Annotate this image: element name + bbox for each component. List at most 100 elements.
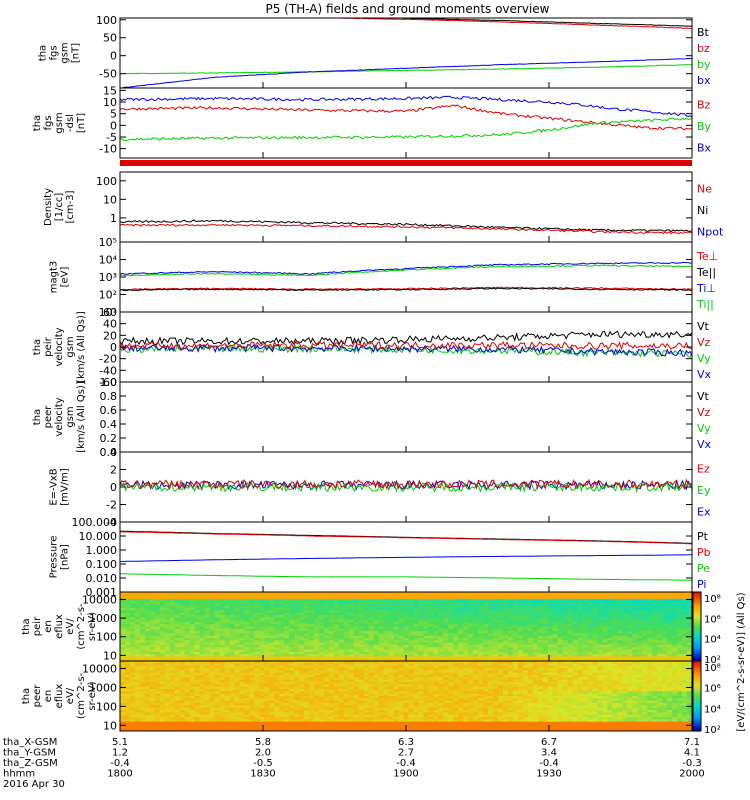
legend-entry: Te|| <box>696 266 716 279</box>
heatmap-cell <box>294 596 300 600</box>
heatmap-cell <box>184 658 191 662</box>
heatmap-cell <box>144 612 151 616</box>
heatmap-cell <box>204 670 210 673</box>
heatmap-cell <box>120 670 126 673</box>
heatmap-cell <box>562 654 569 657</box>
heatmap-cell <box>408 658 414 662</box>
heatmap-cell <box>184 601 191 604</box>
heatmap-cell <box>527 642 534 646</box>
heatmap-cell <box>274 684 280 687</box>
heatmap-cell <box>120 647 126 650</box>
heatmap-cell <box>373 592 380 595</box>
heatmap-cell <box>244 665 250 669</box>
heatmap-cell <box>289 703 295 706</box>
heatmap-cell <box>508 640 514 643</box>
heatmap-cell <box>174 631 181 634</box>
heatmap-cell <box>254 703 260 706</box>
heatmap-cell <box>120 656 126 660</box>
heatmap-cell <box>617 603 623 607</box>
heatmap-cell <box>677 638 683 641</box>
heatmap-cell <box>627 621 633 625</box>
heatmap-cell <box>144 601 151 604</box>
heatmap-cell <box>154 728 161 732</box>
heatmap-cell <box>279 677 285 680</box>
heatmap-cell <box>353 617 360 620</box>
heatmap-cell <box>144 712 151 715</box>
heatmap-cell <box>433 603 439 607</box>
heatmap-cell <box>289 665 295 669</box>
heatmap-cell <box>159 619 166 623</box>
heatmap-cell <box>149 612 156 616</box>
heatmap-cell <box>299 707 305 711</box>
heatmap-cell <box>458 651 464 655</box>
heatmap-cell <box>204 628 210 632</box>
heatmap-cell <box>577 617 583 620</box>
heatmap-cell <box>527 610 534 614</box>
heatmap-cell <box>398 644 404 648</box>
heatmap-cell <box>299 612 305 616</box>
heatmap-cell <box>637 638 643 641</box>
heatmap-cell <box>542 626 549 630</box>
heatmap-cell <box>448 642 454 646</box>
heatmap-cell <box>294 656 300 660</box>
y-axis-label: E=-VxB <box>49 468 60 505</box>
heatmap-cell <box>284 721 290 725</box>
heatmap-cell <box>259 665 265 669</box>
heatmap-cell <box>304 696 310 699</box>
heatmap-cell <box>269 724 275 727</box>
heatmap-cell <box>234 686 240 690</box>
heatmap-cell <box>179 626 186 630</box>
heatmap-cell <box>463 594 469 597</box>
heatmap-cell <box>388 608 394 611</box>
heatmap-cell <box>139 721 146 725</box>
heatmap-cell <box>488 601 494 604</box>
heatmap-cell <box>463 608 469 611</box>
heatmap-cell <box>224 686 230 690</box>
heatmap-cell <box>378 615 384 618</box>
heatmap-cell <box>224 717 230 720</box>
heatmap-cell <box>164 608 171 611</box>
heatmap-cell <box>304 649 310 653</box>
heatmap-cell <box>164 721 171 725</box>
heatmap-cell <box>274 691 280 694</box>
heatmap-cell <box>607 598 613 602</box>
heatmap-cell <box>234 592 240 595</box>
heatmap-cell <box>448 644 454 648</box>
heatmap-cell <box>229 626 235 630</box>
series-line-green <box>119 344 693 358</box>
heatmap-cell <box>259 615 265 618</box>
heatmap-cell <box>259 728 265 732</box>
heatmap-cell <box>254 691 260 694</box>
heatmap-cell <box>219 726 225 729</box>
heatmap-cell <box>557 635 564 639</box>
heatmap-cell <box>134 698 141 701</box>
heatmap-cell <box>204 665 210 669</box>
heatmap-cell <box>602 594 608 597</box>
heatmap-cell <box>473 612 479 616</box>
heatmap-cell <box>134 719 141 722</box>
heatmap-cell <box>522 644 529 648</box>
heatmap-cell <box>647 656 653 660</box>
heatmap-cell <box>468 649 474 653</box>
heatmap-cell <box>368 633 375 637</box>
heatmap-cell <box>468 624 474 627</box>
heatmap-cell <box>458 610 464 614</box>
heatmap-cell <box>164 601 171 604</box>
heatmap-cell <box>532 612 539 616</box>
heatmap-cell <box>612 658 618 662</box>
heatmap-cell <box>348 633 355 637</box>
heatmap-cell <box>239 698 245 701</box>
heatmap-cell <box>199 684 205 687</box>
heatmap-cell <box>149 728 156 732</box>
heatmap-cell <box>154 684 161 687</box>
y-tick-label: 100 <box>96 14 117 27</box>
heatmap-cell <box>259 663 265 666</box>
heatmap-cell <box>363 610 370 614</box>
heatmap-cell <box>229 601 235 604</box>
heatmap-cell <box>259 610 265 614</box>
heatmap-cell <box>294 724 300 727</box>
heatmap-cell <box>129 592 136 595</box>
heatmap-cell <box>527 624 534 627</box>
heatmap-cell <box>234 596 240 600</box>
